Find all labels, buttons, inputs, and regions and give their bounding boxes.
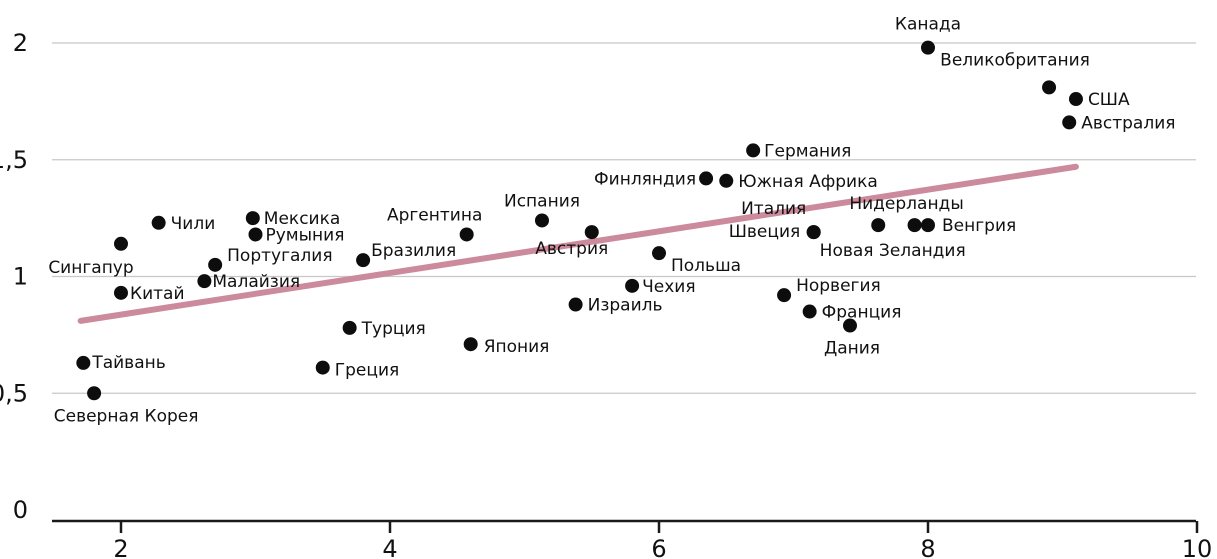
data-point — [1069, 92, 1083, 106]
data-point — [76, 356, 90, 370]
data-point — [316, 361, 330, 375]
x-tick-label: 4 — [382, 535, 397, 559]
data-point — [535, 213, 549, 227]
x-tick-label: 2 — [113, 535, 128, 559]
data-point — [1062, 115, 1076, 129]
point-label: Австрия — [535, 239, 608, 259]
point-label: Тайвань — [91, 353, 165, 373]
data-point — [356, 253, 370, 267]
data-point — [246, 211, 260, 225]
data-point — [921, 41, 935, 55]
data-point — [585, 225, 599, 239]
x-tick-label: 8 — [920, 535, 935, 559]
point-label: Чили — [171, 214, 216, 234]
data-point — [746, 143, 760, 157]
x-tick-label: 10 — [1182, 535, 1213, 559]
data-points — [76, 41, 1083, 401]
data-point — [464, 337, 478, 351]
gridlines — [52, 43, 1196, 393]
point-label: Норвегия — [796, 276, 881, 296]
data-point — [777, 288, 791, 302]
point-label: Польша — [671, 256, 741, 276]
data-point — [208, 258, 222, 272]
y-tick-label: 0,5 — [0, 379, 28, 407]
data-point — [699, 171, 713, 185]
data-point — [921, 218, 935, 232]
data-point — [719, 174, 733, 188]
x-tick-label: 6 — [651, 535, 666, 559]
point-label: Швеция — [729, 222, 801, 242]
point-label: Испания — [504, 191, 580, 211]
data-point — [152, 216, 166, 230]
data-point — [908, 218, 922, 232]
point-label: Сингапур — [48, 258, 133, 278]
point-label: Греция — [335, 361, 399, 381]
data-point — [652, 246, 666, 260]
point-label: Новая Зеландия — [820, 241, 966, 261]
y-tick-label: 2 — [13, 29, 28, 57]
data-point — [460, 227, 474, 241]
point-label: Португалия — [227, 246, 332, 266]
point-label: Канада — [895, 15, 961, 35]
point-label: Малайзия — [212, 272, 300, 292]
data-point — [625, 279, 639, 293]
point-label: Венгрия — [942, 216, 1016, 236]
data-point — [114, 286, 128, 300]
data-point — [249, 227, 263, 241]
point-label: Нидерланды — [849, 194, 963, 214]
point-label: Великобритания — [940, 50, 1090, 70]
point-label: Северная Корея — [54, 406, 199, 426]
point-label: Япония — [484, 337, 550, 357]
data-point — [807, 225, 821, 239]
point-label: Бразилия — [371, 241, 456, 261]
y-tick-label: 1 — [13, 263, 28, 291]
data-point — [803, 305, 817, 319]
data-point — [871, 218, 885, 232]
point-label: Австралия — [1081, 113, 1175, 133]
point-label: Финляндия — [594, 169, 696, 189]
point-label: Румыния — [266, 225, 345, 245]
point-label: Чехия — [642, 277, 695, 297]
data-point — [343, 321, 357, 335]
y-tick-label: 1,5 — [0, 146, 28, 174]
data-point — [1042, 80, 1056, 94]
data-point — [569, 298, 583, 312]
point-label: Израиль — [588, 296, 663, 316]
data-point — [114, 237, 128, 251]
point-label: Дания — [824, 339, 880, 359]
y-tick-label: 0 — [13, 496, 28, 524]
point-label: Китай — [130, 284, 185, 304]
point-label: Франция — [822, 303, 902, 323]
point-label: США — [1088, 90, 1130, 110]
point-label: Турция — [361, 319, 426, 339]
point-label: Италия — [741, 199, 806, 219]
data-point — [197, 274, 211, 288]
point-label: Германия — [764, 141, 851, 161]
point-label: Южная Африка — [738, 172, 878, 192]
point-labels: Канада Великобритания США Австралия Германия… — [48, 15, 1175, 427]
point-label: Аргентина — [387, 205, 482, 225]
data-point — [87, 386, 101, 400]
